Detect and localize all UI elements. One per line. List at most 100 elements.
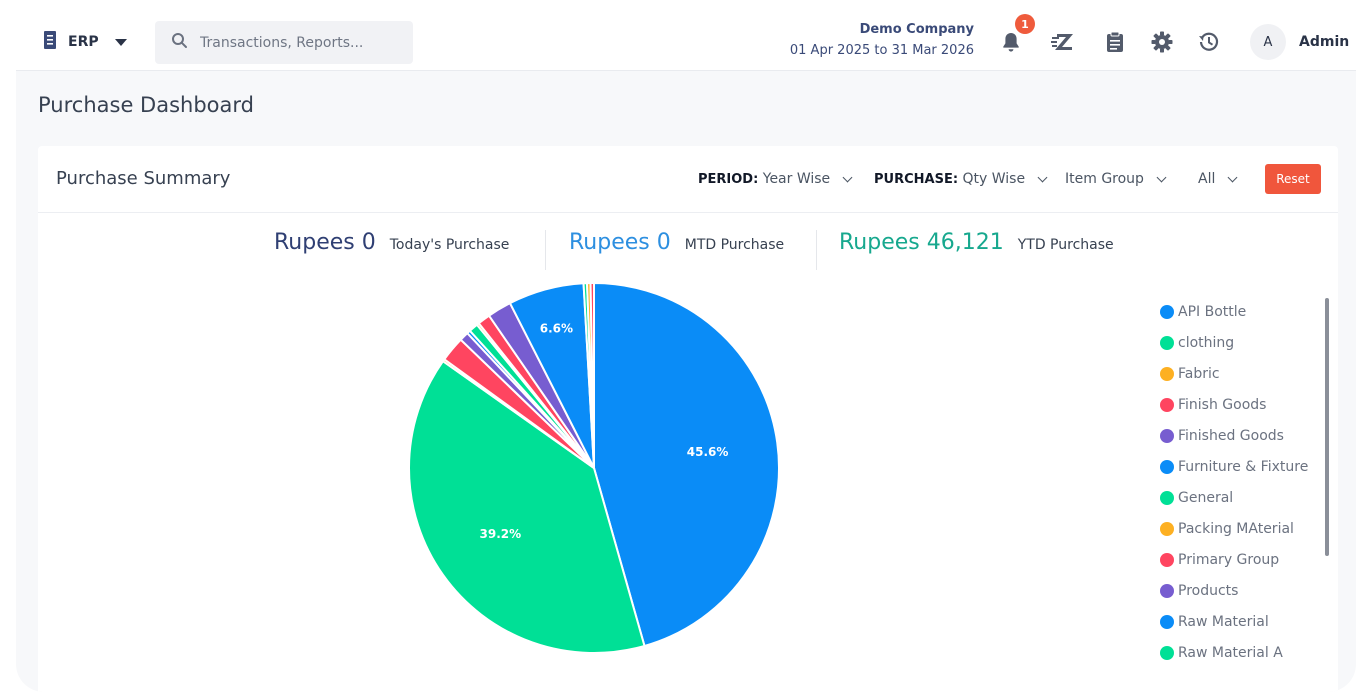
legend-marker: [1160, 521, 1174, 536]
purchase-summary-card: Purchase Summary PERIOD: Year Wise PURCH…: [38, 146, 1338, 692]
legend-label: Fabric: [1178, 365, 1220, 382]
period-filter-value: Year Wise: [762, 171, 831, 187]
app-window: ERP Demo Company 01 Apr 2025 to 31 Mar 2…: [16, 0, 1356, 692]
legend-marker: [1160, 304, 1174, 319]
legend-item[interactable]: Raw Material A: [1160, 637, 1308, 668]
top-bar: ERP Demo Company 01 Apr 2025 to 31 Mar 2…: [16, 0, 1356, 71]
quick-entry-button[interactable]: [1051, 30, 1075, 54]
item-group-value: Item Group: [1065, 171, 1144, 187]
legend-marker: [1160, 645, 1174, 660]
legend-label: Raw Material: [1178, 613, 1269, 630]
legend-label: Packing MAterial: [1178, 520, 1294, 537]
legend-item[interactable]: Packing MAterial: [1160, 513, 1308, 544]
legend-item[interactable]: Finished Goods: [1160, 420, 1308, 451]
chart-legend: API Bottle clothing Fabric Finish Goods Fini…: [1160, 296, 1308, 668]
legend-marker: [1160, 614, 1174, 629]
company-info[interactable]: Demo Company 01 Apr 2025 to 31 Mar 2026: [790, 22, 974, 58]
purchase-filter-label: PURCHASE:: [874, 172, 959, 187]
purchase-stats: Rupees 0 Today's Purchase Rupees 0 MTD P…: [38, 230, 1338, 272]
legend-item[interactable]: Finish Goods: [1160, 389, 1308, 420]
legend-label: Furniture & Fixture: [1178, 458, 1309, 475]
pie-data-label: 39.2%: [480, 527, 522, 541]
legend-item[interactable]: clothing: [1160, 327, 1308, 358]
legend-item[interactable]: Primary Group: [1160, 544, 1308, 575]
chevron-down-icon: [1156, 172, 1167, 182]
pie-data-label: 45.6%: [687, 445, 729, 459]
legend-label: Primary Group: [1178, 551, 1280, 568]
stat-ytd-amount: Rupees 46,121: [839, 230, 1004, 255]
legend-item[interactable]: API Bottle: [1160, 296, 1308, 327]
stat-ytd: Rupees 46,121 YTD Purchase: [839, 230, 1114, 255]
legend-label: Finish Goods: [1178, 396, 1267, 413]
card-header: Purchase Summary PERIOD: Year Wise PURCH…: [38, 146, 1338, 213]
company-name: Demo Company: [859, 22, 974, 37]
legend-marker: [1160, 428, 1174, 443]
purchase-filter-value: Qty Wise: [962, 171, 1026, 187]
document-icon: [42, 30, 58, 54]
module-label: ERP: [68, 34, 99, 50]
legend-item[interactable]: General: [1160, 482, 1308, 513]
legend-marker: [1160, 583, 1174, 598]
caret-down-icon: [114, 38, 127, 46]
page-title: Purchase Dashboard: [38, 93, 254, 117]
chevron-down-icon: [842, 172, 853, 182]
scope-value: All: [1198, 171, 1216, 187]
legend-marker: [1160, 552, 1174, 567]
history-button[interactable]: [1197, 30, 1221, 54]
legend-item[interactable]: Furniture & Fixture: [1160, 451, 1308, 482]
chevron-down-icon: [1227, 172, 1238, 182]
pie-slice-clothing[interactable]: [408, 359, 646, 654]
stat-today-label: Today's Purchase: [389, 237, 510, 253]
user-name[interactable]: Admin: [1299, 34, 1350, 50]
gear-icon: [1151, 31, 1173, 53]
search-icon: [171, 32, 188, 53]
legend-marker: [1160, 397, 1174, 412]
search-input[interactable]: [200, 34, 390, 51]
legend-item[interactable]: Fabric: [1160, 358, 1308, 389]
card-title: Purchase Summary: [56, 168, 231, 189]
stat-mtd-amount: Rupees 0: [569, 230, 671, 255]
period-filter-dropdown[interactable]: PERIOD: Year Wise: [698, 171, 853, 187]
legend-marker: [1160, 490, 1174, 505]
item-group-dropdown[interactable]: Item Group: [1065, 171, 1167, 187]
chevron-down-icon: [1037, 172, 1048, 182]
legend-item[interactable]: Raw Material: [1160, 606, 1308, 637]
legend-marker: [1160, 459, 1174, 474]
stat-mtd: Rupees 0 MTD Purchase: [569, 230, 784, 255]
purchase-filter-dropdown[interactable]: PURCHASE: Qty Wise: [874, 171, 1048, 187]
bell-icon: [1003, 33, 1019, 52]
legend-label: Raw Material A: [1178, 644, 1283, 661]
pie-slice-other-13[interactable]: [589, 281, 595, 469]
pie-slice-api-bottle[interactable]: [593, 281, 780, 648]
divider: [545, 230, 546, 270]
item-group-pie-chart: 45.6% 39.2% 6.6%: [408, 281, 780, 654]
speed-z-icon: [1051, 34, 1073, 50]
module-switcher[interactable]: ERP: [42, 30, 127, 54]
stat-ytd-label: YTD Purchase: [1017, 237, 1114, 253]
avatar[interactable]: A: [1250, 24, 1286, 60]
scope-dropdown[interactable]: All: [1198, 171, 1238, 187]
legend-label: Products: [1178, 582, 1239, 599]
stat-today: Rupees 0 Today's Purchase: [274, 230, 509, 255]
stat-mtd-label: MTD Purchase: [684, 237, 785, 253]
reset-button[interactable]: Reset: [1265, 164, 1321, 194]
period-filter-label: PERIOD:: [698, 172, 759, 187]
legend-item[interactable]: Products: [1160, 575, 1308, 606]
legend-label: General: [1178, 489, 1234, 506]
legend-marker: [1160, 366, 1174, 381]
history-icon: [1199, 32, 1219, 51]
legend-scrollbar[interactable]: [1325, 298, 1329, 556]
financial-period: 01 Apr 2025 to 31 Mar 2026: [789, 43, 974, 58]
legend-label: clothing: [1178, 334, 1235, 351]
tasks-button[interactable]: [1103, 30, 1127, 54]
legend-label: Finished Goods: [1178, 427, 1284, 444]
notifications-button[interactable]: [999, 30, 1023, 54]
divider: [816, 230, 817, 270]
notification-badge: 1: [1015, 14, 1035, 34]
clipboard-icon: [1107, 31, 1123, 52]
legend-marker: [1160, 335, 1174, 350]
pie-data-label: 6.6%: [540, 322, 573, 336]
settings-button[interactable]: [1150, 30, 1174, 54]
legend-label: API Bottle: [1178, 303, 1247, 320]
stat-today-amount: Rupees 0: [274, 230, 376, 255]
